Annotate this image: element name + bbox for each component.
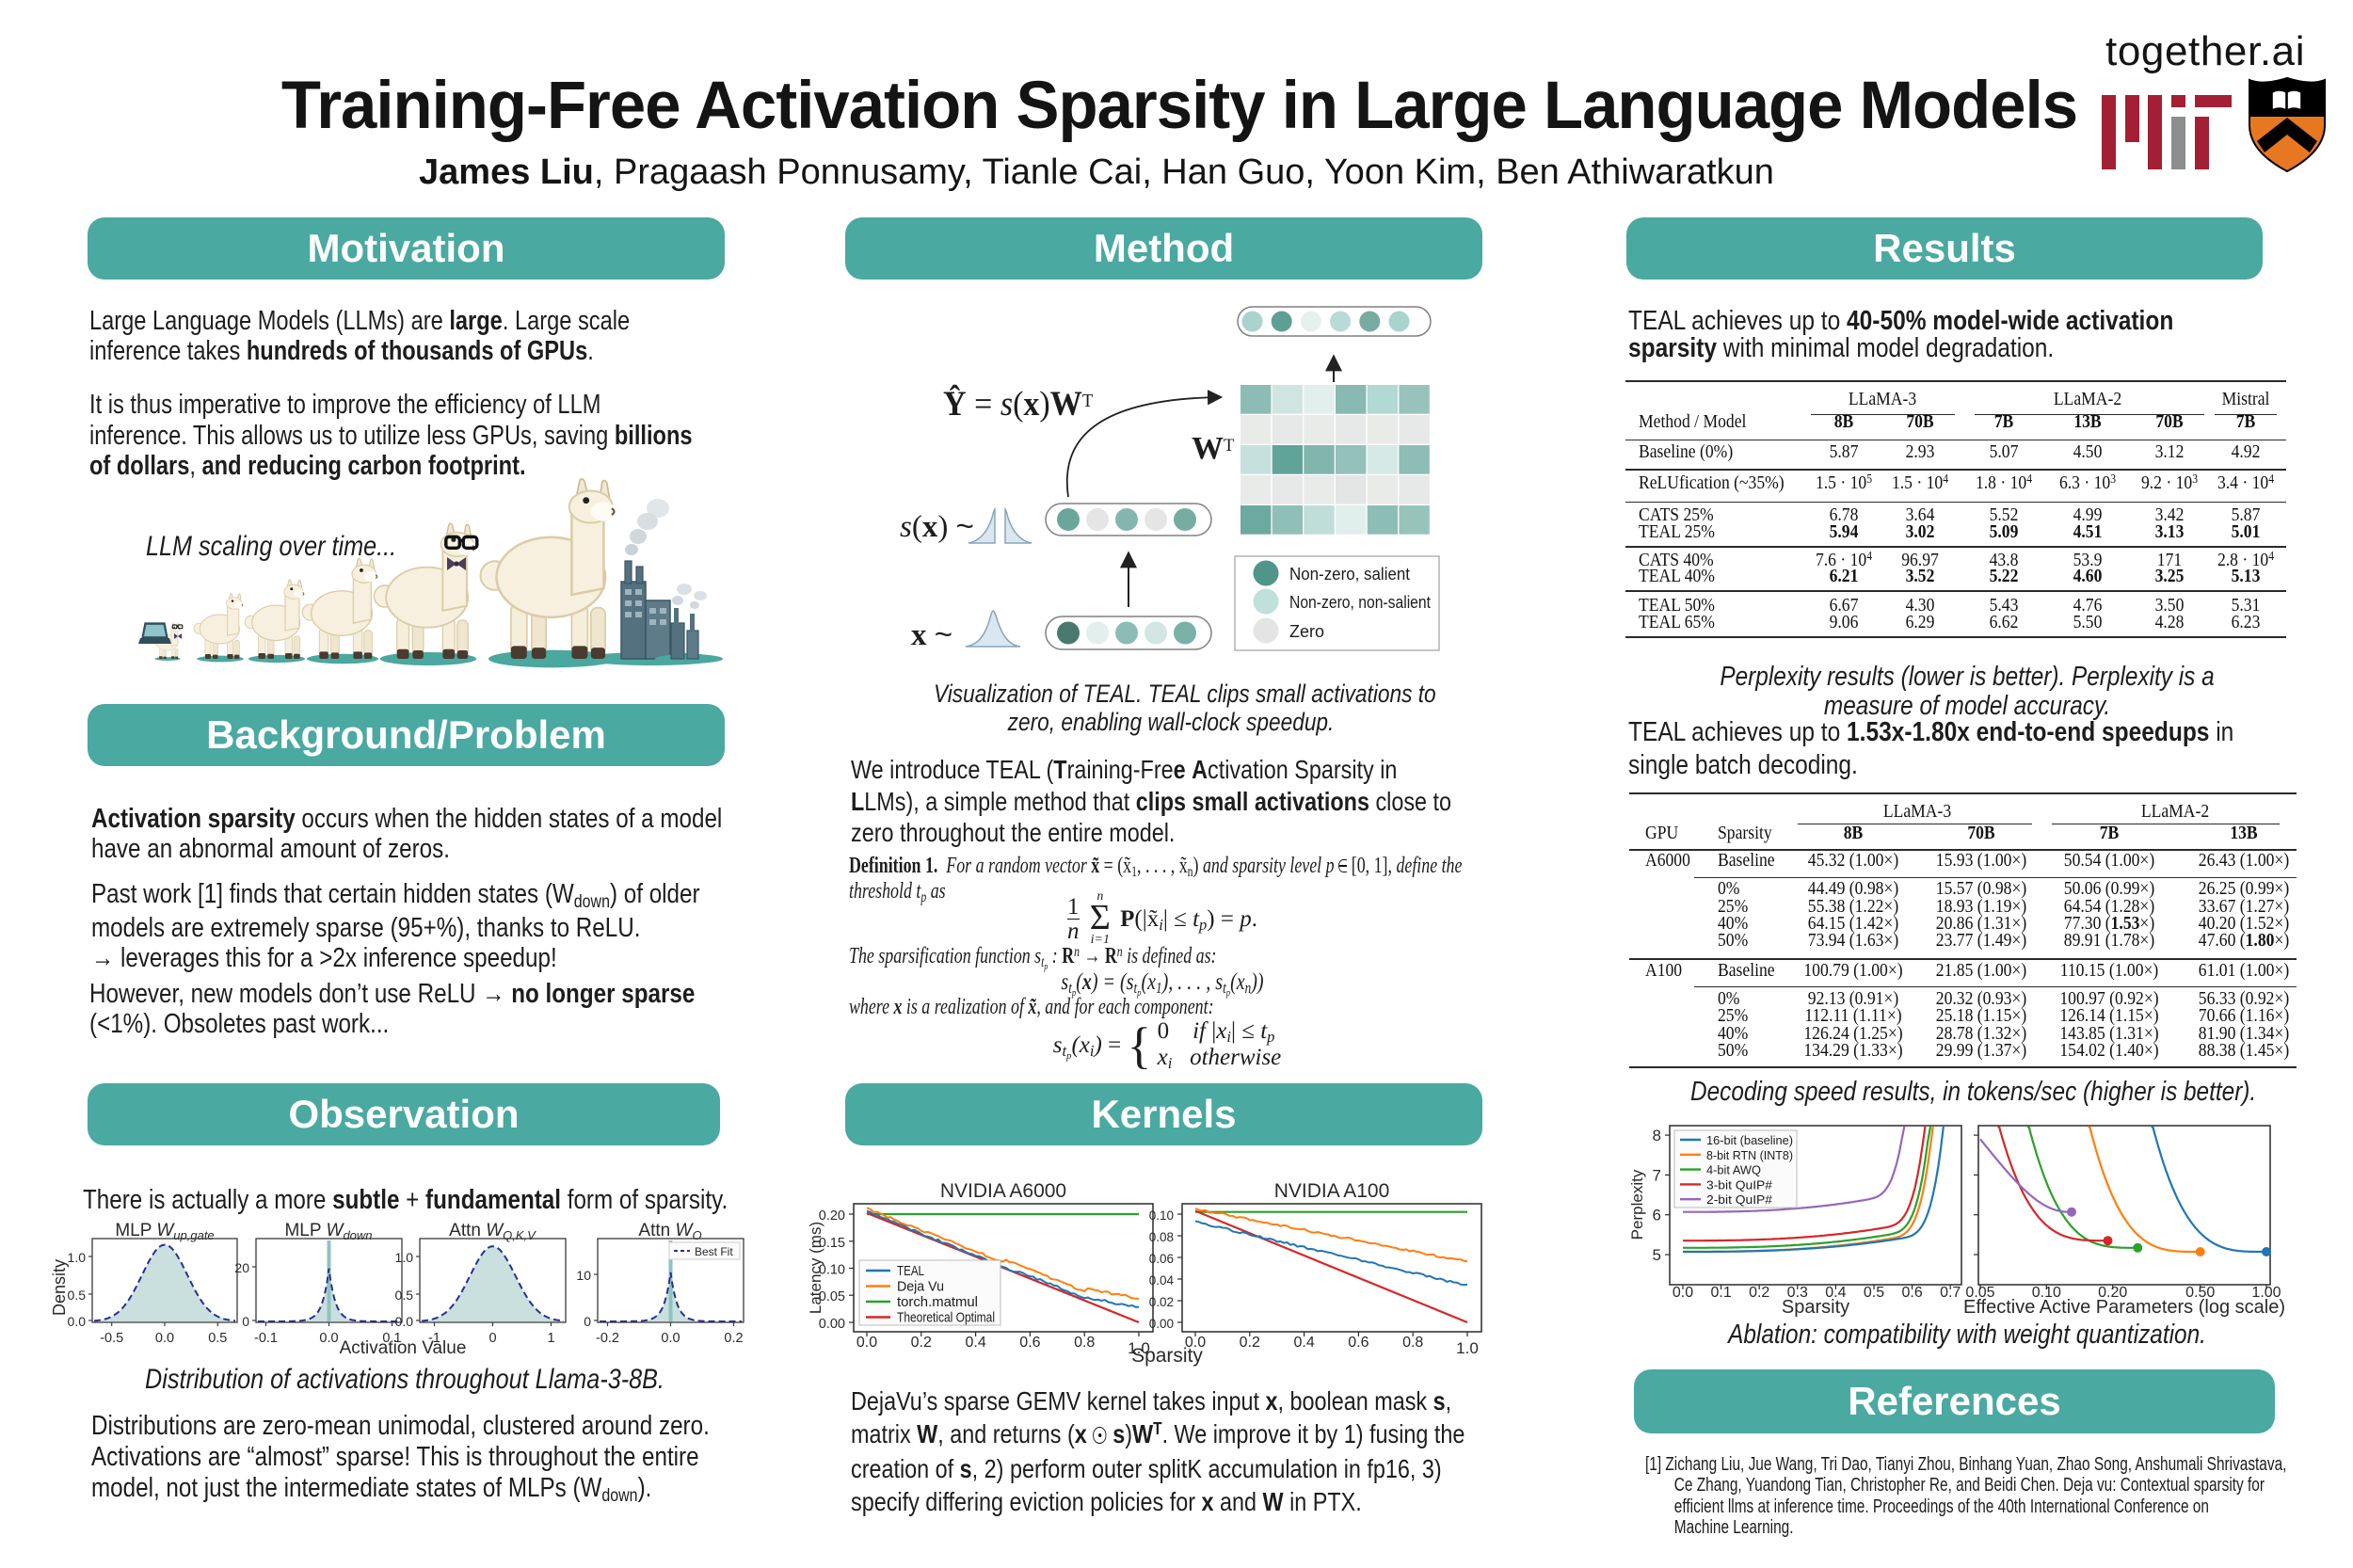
svg-text:0.7: 0.7 [1940, 1285, 1961, 1301]
svg-text:NVIDIA A6000: NVIDIA A6000 [940, 1181, 1066, 1202]
svg-text:Non-zero, non-salient: Non-zero, non-salient [1289, 593, 1431, 612]
svg-text:1.0: 1.0 [395, 1250, 414, 1265]
svg-text:MLP Wdown: MLP Wdown [284, 1221, 372, 1242]
svg-text:0.5: 0.5 [68, 1288, 87, 1303]
svg-text:0.10: 0.10 [1149, 1208, 1174, 1223]
svg-text:0.06: 0.06 [1149, 1252, 1174, 1266]
svg-text:1.0: 1.0 [68, 1250, 87, 1265]
svg-text:0.02: 0.02 [1149, 1295, 1174, 1309]
svg-text:Best Fit: Best Fit [695, 1245, 733, 1258]
svg-text:0.04: 0.04 [1149, 1273, 1175, 1288]
svg-text:10: 10 [576, 1268, 591, 1283]
svg-text:0.2: 0.2 [1240, 1335, 1260, 1351]
svg-text:Density: Density [52, 1259, 69, 1316]
svg-text:0.0: 0.0 [155, 1331, 174, 1346]
svg-text:Perplexity: Perplexity [1628, 1169, 1646, 1240]
svg-text:0.50: 0.50 [2185, 1285, 2215, 1301]
svg-text:0.20: 0.20 [819, 1208, 845, 1224]
svg-text:Sparsity: Sparsity [1131, 1345, 1203, 1367]
svg-text:0.6: 0.6 [1901, 1285, 1922, 1301]
svg-text:0.0: 0.0 [1185, 1335, 1206, 1351]
svg-text:Attn WQ,K,V: Attn WQ,K,V [449, 1221, 536, 1242]
svg-text:Non-zero, salient: Non-zero, salient [1289, 565, 1410, 584]
svg-text:0.2: 0.2 [911, 1335, 932, 1351]
svg-text:0.5: 0.5 [1864, 1285, 1884, 1301]
svg-text:0.10: 0.10 [2032, 1285, 2061, 1301]
svg-text:Sparsity: Sparsity [1782, 1297, 1849, 1318]
svg-text:MLP Wup,gate: MLP Wup,gate [115, 1221, 214, 1242]
svg-text:0.0: 0.0 [856, 1335, 877, 1351]
svg-text:0.05: 0.05 [819, 1289, 845, 1304]
svg-text:0.5: 0.5 [395, 1288, 414, 1303]
svg-text:1: 1 [547, 1331, 554, 1346]
svg-text:0.4: 0.4 [965, 1335, 985, 1351]
svg-text:0.4: 0.4 [1825, 1285, 1846, 1301]
svg-text:TEAL: TEAL [897, 1263, 924, 1279]
svg-text:0.3: 0.3 [1787, 1285, 1808, 1301]
svg-text:torch.matmul: torch.matmul [897, 1294, 978, 1310]
svg-text:0.05: 0.05 [1965, 1285, 1994, 1301]
svg-text:0.00: 0.00 [819, 1317, 845, 1332]
svg-text:0.15: 0.15 [819, 1236, 845, 1251]
svg-text:0.20: 0.20 [2098, 1285, 2127, 1301]
svg-text:0.1: 0.1 [382, 1331, 401, 1346]
svg-text:16-bit (baseline): 16-bit (baseline) [1706, 1133, 1793, 1147]
svg-text:1.00: 1.00 [2251, 1285, 2281, 1301]
svg-text:0.8: 0.8 [1074, 1335, 1095, 1351]
svg-text:0.8: 0.8 [1402, 1335, 1423, 1351]
svg-text:20: 20 [234, 1260, 249, 1275]
svg-text:-1: -1 [428, 1331, 440, 1346]
svg-text:Latency (ms): Latency (ms) [809, 1222, 824, 1314]
svg-text:Activation Value: Activation Value [340, 1338, 467, 1358]
svg-text:Theoretical Optimal: Theoretical Optimal [897, 1310, 995, 1326]
svg-text:6: 6 [1653, 1207, 1661, 1224]
svg-text:8-bit RTN (INT8): 8-bit RTN (INT8) [1706, 1148, 1793, 1162]
svg-text:0.0: 0.0 [1673, 1285, 1693, 1301]
svg-text:0.0: 0.0 [68, 1314, 87, 1329]
svg-text:7: 7 [1653, 1166, 1661, 1184]
svg-text:0: 0 [584, 1314, 591, 1329]
svg-text:NVIDIA A100: NVIDIA A100 [1274, 1181, 1390, 1202]
svg-text:-0.1: -0.1 [254, 1331, 278, 1346]
svg-text:0: 0 [242, 1314, 249, 1329]
svg-text:8: 8 [1653, 1127, 1661, 1144]
svg-text:4-bit AWQ: 4-bit AWQ [1706, 1163, 1761, 1177]
svg-text:1.0: 1.0 [1456, 1339, 1479, 1357]
svg-text:0.1: 0.1 [1710, 1285, 1731, 1301]
svg-text:-0.2: -0.2 [596, 1331, 619, 1346]
svg-text:0.0: 0.0 [319, 1331, 338, 1346]
svg-text:3-bit QuIP#: 3-bit QuIP# [1706, 1177, 1773, 1192]
svg-text:0.08: 0.08 [1149, 1230, 1174, 1244]
svg-text:-0.5: -0.5 [100, 1331, 123, 1346]
svg-text:Effective Active Parameters (l: Effective Active Parameters (log scale) [1963, 1297, 2285, 1318]
svg-text:0.2: 0.2 [724, 1331, 743, 1346]
svg-text:0.0: 0.0 [395, 1314, 414, 1329]
svg-text:0.00: 0.00 [1149, 1317, 1174, 1331]
svg-text:5: 5 [1653, 1246, 1661, 1264]
svg-text:Attn WO: Attn WO [638, 1221, 701, 1242]
svg-text:0.2: 0.2 [1749, 1285, 1769, 1301]
svg-text:Zero: Zero [1289, 622, 1324, 641]
svg-text:0.4: 0.4 [1293, 1335, 1314, 1351]
svg-text:0.6: 0.6 [1019, 1335, 1040, 1351]
svg-text:0.5: 0.5 [208, 1331, 227, 1346]
svg-text:1.0: 1.0 [1128, 1339, 1150, 1357]
svg-text:0.0: 0.0 [661, 1331, 680, 1346]
svg-text:0.6: 0.6 [1348, 1335, 1369, 1351]
svg-text:0.10: 0.10 [819, 1263, 845, 1278]
svg-text:0: 0 [488, 1331, 496, 1346]
svg-text:2-bit QuIP#: 2-bit QuIP# [1706, 1192, 1773, 1207]
svg-text:Deja Vu: Deja Vu [897, 1279, 944, 1295]
